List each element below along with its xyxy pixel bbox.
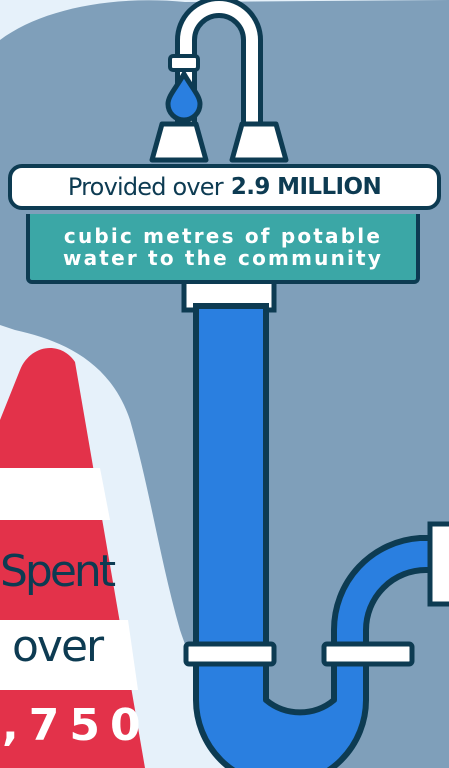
banner-lead-text: Provided over (68, 173, 223, 201)
subtext-line-2: water to the community (63, 247, 383, 269)
cone-text-spent: Spent (0, 546, 113, 597)
subtext-box: cubic metres of potable water to the com… (26, 214, 420, 284)
cone-text-over: over (12, 621, 102, 672)
subtext-line-1: cubic metres of potable (64, 225, 382, 247)
headline-banner: Provided over 2.9 MILLION (8, 164, 441, 210)
banner-highlight-text: 2.9 MILLION (231, 174, 381, 200)
cone-amount: ,750 (2, 700, 151, 751)
